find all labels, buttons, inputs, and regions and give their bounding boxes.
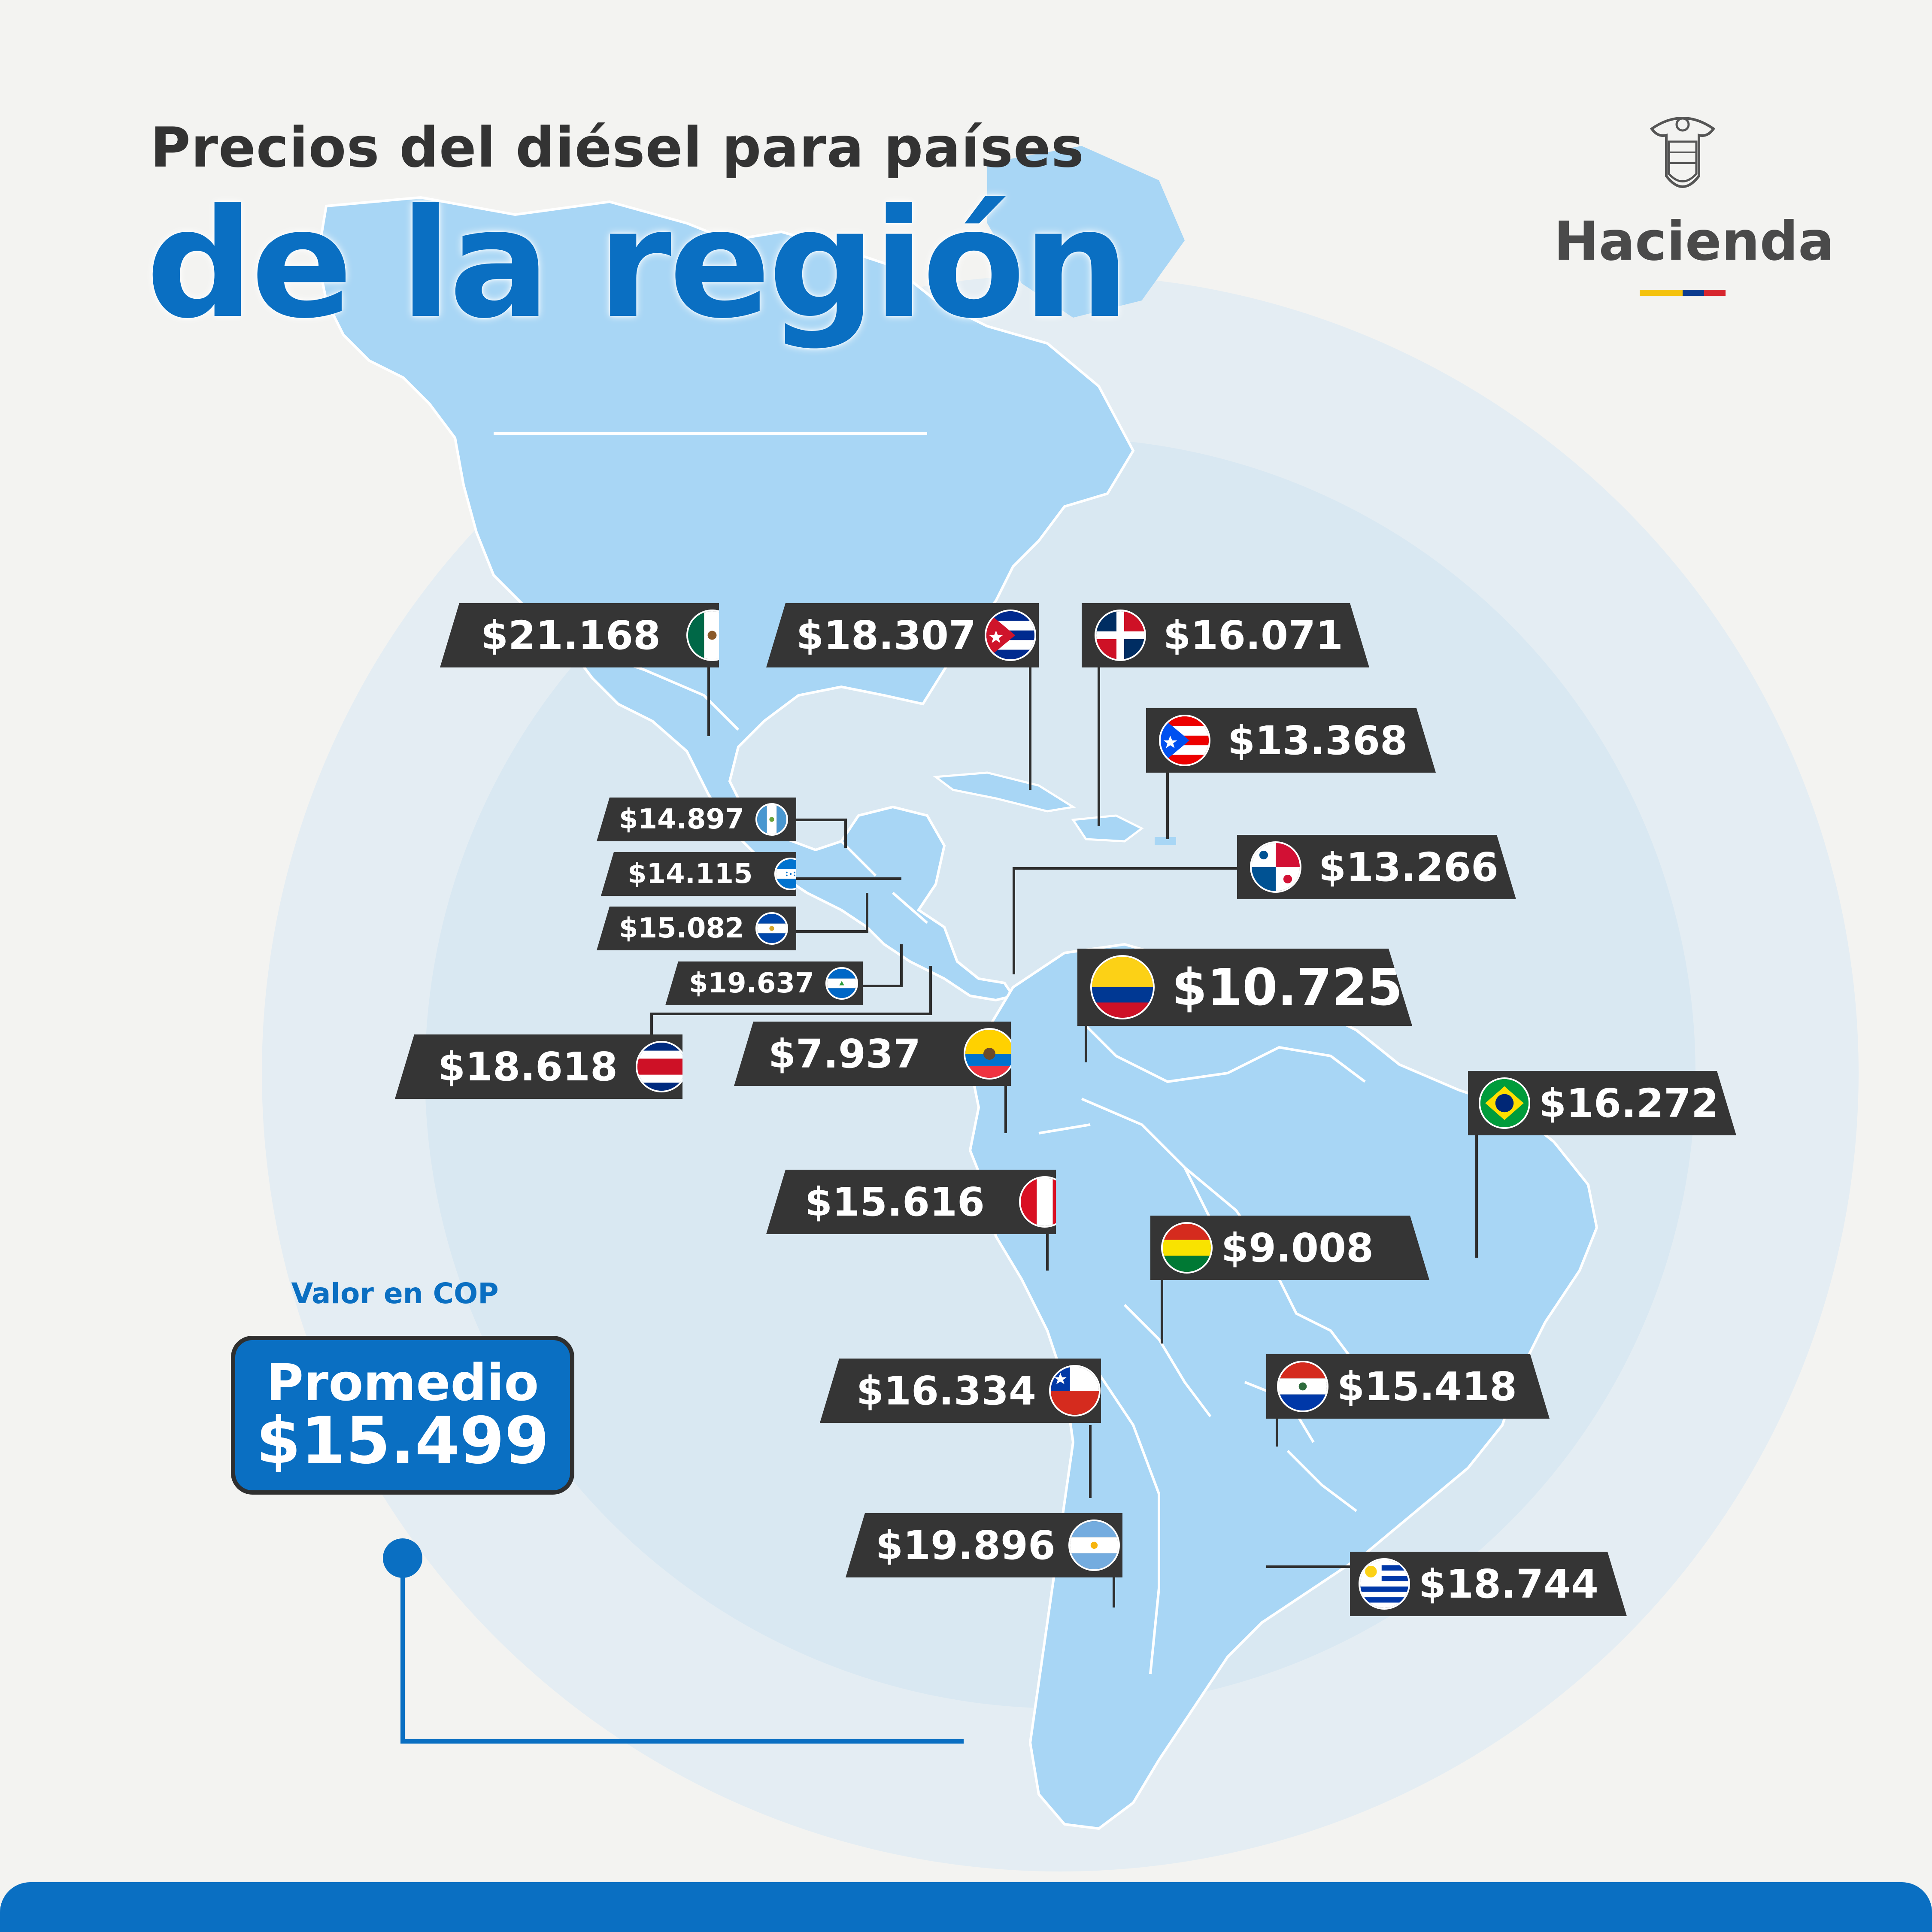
price-uruguay: $18.744 (1419, 1561, 1599, 1607)
price-nicaragua: $19.637 (689, 968, 814, 999)
el-salvador-flag-icon (755, 912, 788, 945)
unit-note: Valor en COP (291, 1277, 499, 1310)
average-box: Promedio $15.499 (231, 1336, 574, 1495)
connector-costa-rica (650, 966, 932, 1034)
connector-panama (1013, 867, 1237, 974)
bolivia-flag-icon (1161, 1222, 1213, 1274)
price-ecuador: $7.937 (768, 1031, 921, 1077)
paraguay-flag-icon (1277, 1361, 1328, 1412)
price-cuba: $18.307 (796, 612, 977, 658)
price-dominican-republic: $16.071 (1163, 612, 1344, 658)
footer-bar (0, 1882, 1932, 1932)
price-label-bolivia: $9.008 (1150, 1216, 1429, 1280)
price-bolivia: $9.008 (1221, 1225, 1374, 1271)
connector-lines (650, 667, 1478, 1607)
price-label-paraguay: $15.418 (1266, 1354, 1550, 1419)
price-label-dominican-republic: $16.071 (1082, 603, 1369, 667)
colombia-flag-icon (1090, 955, 1155, 1019)
connector-el-salvador (796, 893, 868, 933)
puerto-rico-flag-icon (1159, 715, 1210, 766)
price-guatemala: $14.897 (619, 804, 744, 835)
price-label-cuba: $18.307 (766, 603, 1039, 667)
puerto-rico-landmass (1155, 837, 1176, 845)
page-title: de la región (146, 176, 1130, 352)
greenland-landmass (987, 146, 1185, 318)
price-puerto-rico: $13.368 (1228, 717, 1408, 764)
argentina-flag-icon (1068, 1520, 1120, 1571)
honduras-flag-icon (774, 858, 796, 890)
costa-rica-flag-icon (636, 1041, 682, 1092)
price-costa-rica: $18.618 (438, 1043, 618, 1090)
coat-of-arms-icon (1650, 117, 1716, 188)
price-label-honduras: $14.115 (601, 852, 796, 896)
connector-guatemala (796, 819, 847, 848)
brand-color-bar (1640, 290, 1726, 296)
ecuador-flag-icon (964, 1028, 1011, 1080)
uruguay-flag-icon (1359, 1558, 1410, 1610)
chile-flag-icon (1049, 1365, 1101, 1416)
price-honduras: $14.115 (628, 858, 753, 890)
price-label-nicaragua: $19.637 (665, 961, 863, 1005)
price-label-el-salvador: $15.082 (597, 907, 796, 950)
price-panama: $13.266 (1319, 844, 1499, 890)
price-label-argentina: $19.896 (846, 1513, 1122, 1577)
price-label-brazil: $16.272 (1468, 1071, 1736, 1135)
price-paraguay: $15.418 (1337, 1363, 1517, 1410)
price-label-peru: $15.616 (766, 1170, 1056, 1234)
average-value: $15.499 (256, 1404, 549, 1478)
price-label-puerto-rico: $13.368 (1146, 708, 1436, 773)
price-mexico: $21.168 (481, 612, 661, 658)
guatemala-flag-icon (755, 803, 788, 836)
cuba-landmass (933, 771, 1076, 813)
price-label-panama: $13.266 (1237, 835, 1516, 899)
price-chile: $16.334 (856, 1368, 1037, 1414)
price-label-mexico: $21.168 (440, 603, 719, 667)
brand-name: Hacienda (1554, 210, 1835, 273)
price-colombia: $10.725 (1172, 958, 1403, 1017)
connector-nicaragua (863, 944, 903, 987)
price-label-guatemala: $14.897 (597, 798, 796, 841)
dominican-republic-flag-icon (1095, 610, 1146, 661)
price-peru: $15.616 (805, 1179, 985, 1225)
nicaragua-flag-icon (825, 967, 858, 1000)
average-label: Promedio (266, 1353, 539, 1412)
country-borders-north-america (494, 432, 928, 924)
price-label-colombia: $10.725 (1077, 949, 1412, 1026)
brand-logo: Hacienda (1554, 112, 1835, 300)
average-pointer (383, 1538, 964, 1744)
price-label-uruguay: $18.744 (1350, 1552, 1627, 1616)
price-brazil: $16.272 (1539, 1080, 1719, 1126)
title-line-1: Precios del diésel para países (150, 116, 1084, 180)
average-pointer-line (400, 1558, 964, 1744)
price-el-salvador: $15.082 (619, 913, 744, 944)
price-label-ecuador: $7.937 (734, 1022, 1011, 1086)
brazil-flag-icon (1479, 1077, 1530, 1129)
price-label-costa-rica: $18.618 (395, 1034, 682, 1099)
price-label-chile: $16.334 (820, 1359, 1101, 1423)
cuba-flag-icon (985, 610, 1037, 661)
hispaniola-landmass (1071, 814, 1144, 843)
panama-flag-icon (1250, 841, 1301, 893)
price-argentina: $19.896 (876, 1522, 1056, 1568)
